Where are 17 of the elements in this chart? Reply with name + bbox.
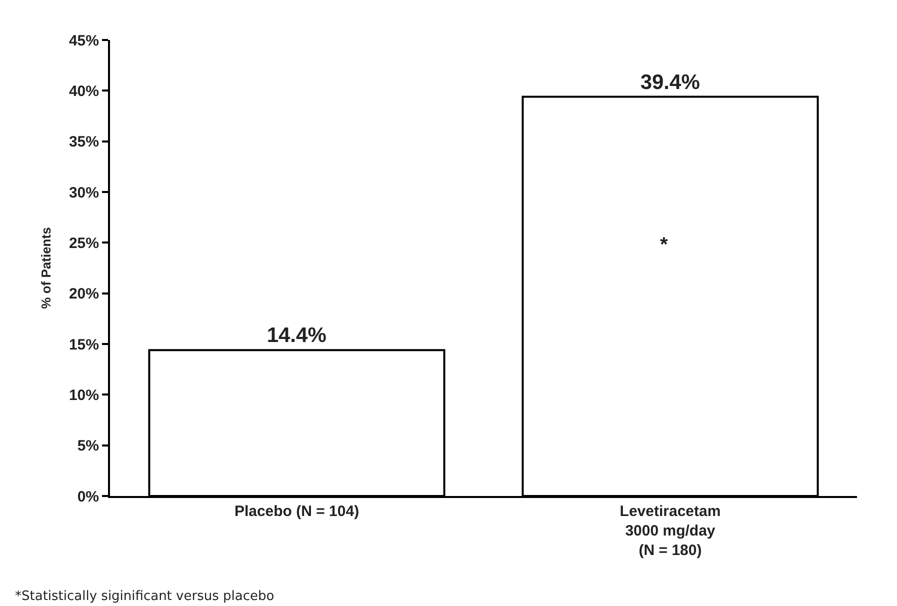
- x-tick-label: Placebo (N = 104): [234, 503, 360, 520]
- y-tick-label: 20%: [68, 286, 99, 303]
- y-tick-label: 35%: [68, 134, 99, 151]
- y-tick-label: 25%: [68, 234, 99, 252]
- y-tick-label: 40%: [68, 82, 99, 100]
- y-tick-label: 10%: [68, 386, 99, 404]
- annotation: *: [660, 234, 668, 256]
- x-tick-label: Levetiracetam 3000 mg/day (N = 180): [620, 503, 721, 559]
- y-tick-label: 0%: [77, 488, 99, 506]
- y-axis-title: % of Patients: [38, 227, 54, 309]
- y-tick-label: 30%: [68, 184, 99, 202]
- y-tick-label: 45%: [68, 32, 99, 50]
- data-label: 14.4%: [266, 324, 327, 348]
- text: *Statistically siginificant versus placebo: [15, 589, 274, 604]
- y-tick-label: 15%: [68, 336, 99, 354]
- y-tick-label: 5%: [77, 438, 99, 455]
- data-label: 39.4%: [640, 70, 700, 94]
